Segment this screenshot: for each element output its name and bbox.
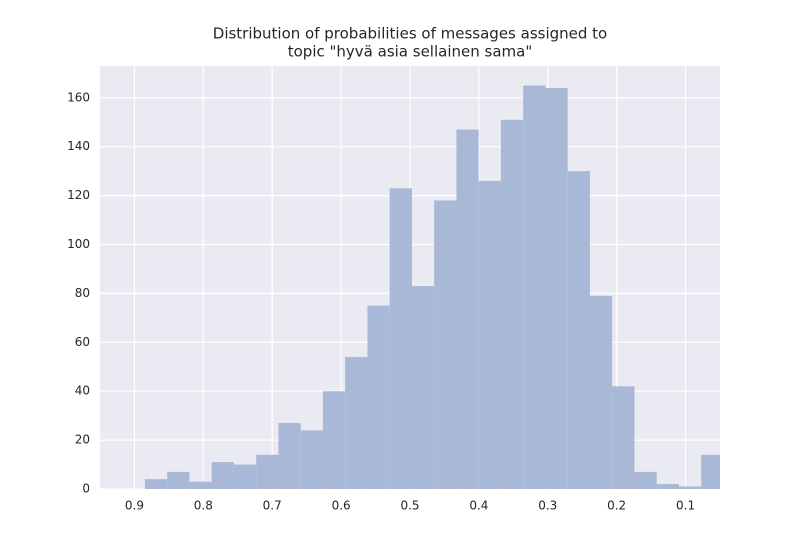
y-tick-label: 160 — [67, 90, 90, 104]
bar — [189, 481, 212, 489]
y-tick-label: 60 — [75, 335, 90, 349]
bar — [701, 454, 720, 489]
bar — [500, 119, 524, 489]
bar — [278, 422, 301, 489]
y-tick-label: 80 — [75, 286, 90, 300]
bar — [345, 356, 368, 489]
y-tick-label: 0 — [82, 482, 90, 496]
y-tick-label: 40 — [75, 384, 90, 398]
y-tick-label: 100 — [67, 237, 90, 251]
x-tick-label: 0.9 — [125, 499, 144, 513]
bar — [478, 180, 501, 489]
x-tick-label: 0.3 — [538, 499, 557, 513]
bar — [389, 188, 412, 489]
y-tick-label: 120 — [67, 188, 90, 202]
bar — [211, 462, 234, 489]
bar — [367, 305, 390, 489]
bar — [589, 295, 613, 489]
chart-title: topic "hyvä asia sellainen sama" — [288, 43, 532, 61]
y-tick-label: 20 — [75, 433, 90, 447]
bar — [144, 479, 168, 489]
bar — [456, 129, 479, 489]
bar — [411, 286, 435, 489]
bar — [523, 85, 546, 489]
bar — [434, 200, 457, 489]
bar — [233, 464, 257, 489]
bar — [256, 454, 279, 489]
bar — [545, 88, 568, 489]
x-tick-label: 0.2 — [607, 499, 626, 513]
bar — [567, 171, 590, 489]
bar — [167, 471, 190, 489]
x-tick-label: 0.7 — [263, 499, 282, 513]
x-tick-label: 0.1 — [676, 499, 695, 513]
x-tick-label: 0.6 — [332, 499, 351, 513]
bar — [634, 471, 657, 489]
bar — [656, 484, 679, 489]
bar — [612, 386, 635, 489]
x-tick-label: 0.8 — [194, 499, 213, 513]
y-tick-label: 140 — [67, 139, 90, 153]
chart-title: Distribution of probabilities of message… — [213, 25, 607, 43]
bar — [678, 486, 702, 489]
x-tick-label: 0.5 — [400, 499, 419, 513]
x-tick-label: 0.4 — [469, 499, 488, 513]
bar — [322, 391, 346, 489]
bar — [300, 430, 323, 489]
